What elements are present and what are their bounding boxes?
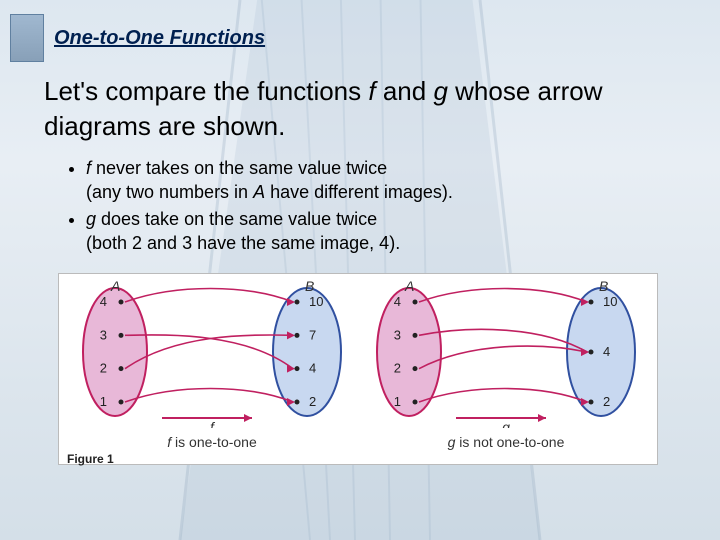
caption-f-text: is one-to-one: [171, 434, 257, 450]
svg-text:3: 3: [100, 328, 107, 343]
fn-label-g: g: [502, 419, 510, 428]
svg-text:2: 2: [309, 394, 316, 409]
header: One-to-One Functions: [0, 0, 720, 70]
diagram-g-svg: 4 3 2 1 10 4 2: [361, 280, 651, 420]
svg-text:4: 4: [394, 294, 401, 309]
diagram-g: A B 4 3 2 1 10 4 2: [361, 280, 651, 420]
fn-label-f: f: [210, 419, 216, 428]
svg-text:3: 3: [394, 328, 401, 343]
page-title: One-to-One Functions: [54, 27, 265, 50]
svg-text:1: 1: [100, 394, 107, 409]
svg-text:10: 10: [309, 294, 323, 309]
svg-text:1: 1: [394, 394, 401, 409]
svg-text:4: 4: [603, 344, 610, 359]
svg-text:10: 10: [603, 294, 617, 309]
figure-label: Figure 1: [67, 452, 114, 466]
main-text-prefix: Let's compare the functions: [44, 76, 368, 106]
fn-g: g: [433, 76, 447, 106]
caption-g-text: is not one-to-one: [455, 434, 564, 450]
fn-f: f: [368, 76, 375, 106]
svg-text:2: 2: [100, 361, 107, 376]
bullet-g-line1: does take on the same value twice: [96, 209, 377, 229]
caption-g: g is not one-to-one: [361, 434, 651, 450]
svg-text:4: 4: [309, 361, 316, 376]
arrow-row-f: f: [67, 408, 357, 428]
bullet-g-line2: (both 2 and 3 have the same image, 4).: [86, 233, 400, 253]
figure-box: A B 4 3 2 1 10 7 4 2 A B 4 3 2 1 10 4 2 f g f is one-…: [58, 273, 658, 465]
diagram-g-label-b: B: [599, 278, 608, 294]
arrow-row-g: g: [361, 408, 651, 428]
bullet-f-set: A: [253, 182, 265, 202]
bullet-g: g does take on the same value twice (bot…: [86, 207, 680, 256]
diagram-f-label-b: B: [305, 278, 314, 294]
svg-text:7: 7: [309, 328, 316, 343]
main-text-mid: and: [376, 76, 434, 106]
diagram-g-label-a: A: [405, 278, 414, 294]
caption-f: f is one-to-one: [67, 434, 357, 450]
svg-text:4: 4: [100, 294, 107, 309]
diagram-f-svg: 4 3 2 1 10 7 4 2: [67, 280, 357, 420]
figure-wrap: A B 4 3 2 1 10 7 4 2 A B 4 3 2 1 10 4 2 f g f is one-…: [0, 267, 720, 465]
diagram-f-label-a: A: [111, 278, 120, 294]
bullet-g-fn: g: [86, 209, 96, 229]
bullet-list: f never takes on the same value twice (a…: [0, 156, 720, 267]
diagram-f: A B 4 3 2 1 10 7 4 2: [67, 280, 357, 420]
bullet-f: f never takes on the same value twice (a…: [86, 156, 680, 205]
bullet-f-line1: never takes on the same value twice: [91, 158, 387, 178]
bullet-f-line2: (any two numbers in: [86, 182, 253, 202]
svg-text:2: 2: [394, 361, 401, 376]
main-text: Let's compare the functions f and g whos…: [0, 70, 720, 156]
svg-text:2: 2: [603, 394, 610, 409]
bullet-f-line2b: have different images).: [265, 182, 453, 202]
header-thumbnail: [10, 14, 44, 62]
